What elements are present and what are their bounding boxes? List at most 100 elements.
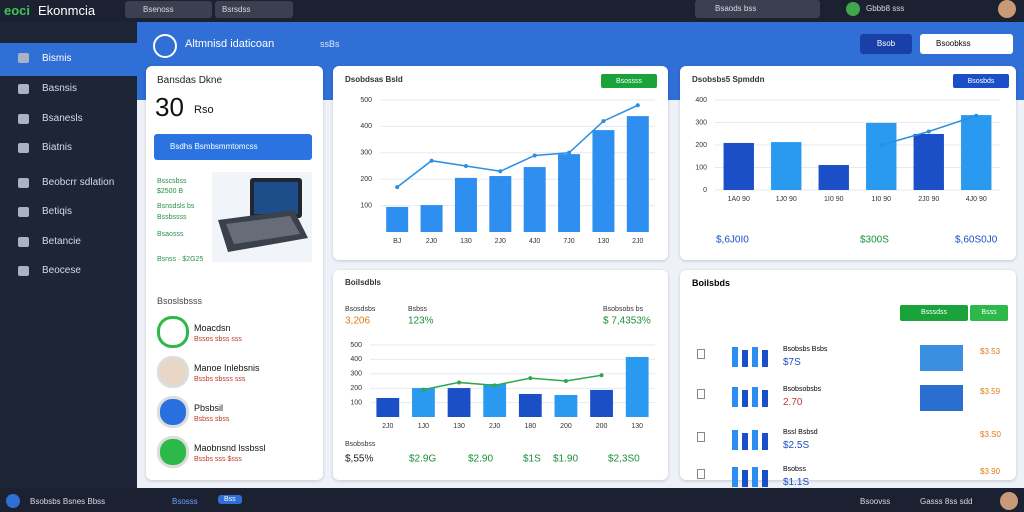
- x-tick-label: 1I0 90: [872, 196, 892, 203]
- x-tick-label: 1J0: [418, 423, 429, 430]
- x-tick-label: 2J0: [632, 238, 643, 245]
- person-name: Moacdsn: [194, 323, 231, 333]
- trend-point: [601, 119, 606, 124]
- trend-point: [421, 387, 426, 392]
- chart-button[interactable]: [953, 74, 1009, 88]
- stat-value: $2,3S0: [608, 454, 640, 465]
- nav-item[interactable]: Bismis: [42, 53, 72, 64]
- stat: $,60S0J0: [955, 235, 998, 246]
- chart-title: Dsobsbs5 Spmddn: [692, 75, 765, 84]
- tab[interactable]: [125, 1, 212, 18]
- chart-button[interactable]: [601, 74, 657, 88]
- search-box[interactable]: [695, 0, 820, 18]
- trend-point: [532, 153, 537, 158]
- user-icon: [846, 2, 860, 16]
- card-title: Bansdas Dkne: [157, 75, 223, 86]
- nav-item[interactable]: Betiqis: [42, 206, 73, 217]
- row-right: $3.59: [980, 387, 1001, 396]
- topbar-tag: ssBs: [320, 39, 340, 49]
- x-tick-label: 2J0: [426, 238, 437, 245]
- bar: [523, 167, 546, 232]
- footer-icon: [6, 494, 20, 508]
- trend-point: [463, 164, 468, 168]
- topbar-button[interactable]: Bsob: [860, 34, 912, 54]
- brand: Ekonmcia: [38, 3, 96, 18]
- trend-point: [635, 103, 640, 108]
- note: Bssbssss: [157, 214, 187, 221]
- tab-label[interactable]: Bsenoss: [143, 5, 174, 14]
- nav-item[interactable]: Betancie: [42, 235, 81, 247]
- trend-point: [879, 143, 884, 147]
- stat-value: $,55%: [345, 454, 373, 465]
- stat-label: Bsobsbss: [345, 441, 376, 448]
- mini-bar: [752, 387, 758, 407]
- nav-item[interactable]: Biatnis: [42, 142, 73, 153]
- y-tick-label: 300: [360, 150, 372, 157]
- row-value: $1.1S: [783, 477, 810, 488]
- nav-item[interactable]: Beocese: [42, 265, 81, 276]
- bar: [489, 176, 512, 232]
- mini-bar: [732, 347, 738, 367]
- note: Bsnss · $2G25: [157, 256, 204, 263]
- tab-label[interactable]: Bsrsdss: [222, 5, 251, 14]
- row-value: $7S: [783, 357, 801, 368]
- mini-bar: [732, 387, 738, 407]
- big-value: 30: [155, 92, 184, 122]
- row-icon: [697, 469, 705, 479]
- chart-button-label[interactable]: Bsossss: [616, 78, 643, 85]
- note: $2500 B: [157, 188, 184, 195]
- action-button[interactable]: Bsdhs Bsmbsmmtomcss: [154, 134, 312, 160]
- list-button[interactable]: Bsss: [970, 305, 1008, 321]
- chart-button-label[interactable]: Bsosbds: [968, 78, 995, 85]
- bar: [590, 389, 613, 417]
- trend-point: [599, 373, 604, 378]
- chart-1: Dsobsbs5 Spmddn Bsosbds 0 100 200 300 400 1A0 9…: [692, 74, 1009, 246]
- nav-item[interactable]: Bsanesls: [42, 112, 83, 124]
- stat-label: Bsobsobs bs: [603, 306, 644, 313]
- chart-card: [333, 270, 668, 480]
- mini-bar: [752, 430, 758, 450]
- user-name[interactable]: Gbbb8 sss: [866, 4, 905, 13]
- x-tick-label: 200: [596, 423, 608, 430]
- tab[interactable]: [215, 1, 293, 18]
- person-name: Maobnsnd lssbssl: [194, 443, 266, 453]
- bar: [913, 133, 944, 190]
- nav-icon: [18, 84, 29, 94]
- nav-item[interactable]: Beobcrr sdlation: [42, 176, 115, 188]
- row-right: $3.S0: [980, 430, 1001, 439]
- person-avatar: [157, 316, 189, 348]
- row-name: Bsobsbs Bsbs: [783, 346, 828, 353]
- nav-item[interactable]: Basnsis: [42, 83, 78, 94]
- device-illustration: [212, 172, 312, 262]
- row-name: Bsobsobsbs: [783, 386, 822, 393]
- nav-icon: [18, 177, 29, 188]
- topbar-select[interactable]: Bsoobkss: [920, 34, 1013, 54]
- mini-bar: [732, 467, 738, 487]
- avatar[interactable]: [998, 0, 1016, 18]
- bar: [483, 384, 507, 417]
- bar: [723, 142, 754, 190]
- row-thumb: [920, 385, 963, 411]
- mini-bar: [762, 470, 768, 487]
- bar: [454, 177, 477, 232]
- list-button[interactable]: Bsssdss: [900, 305, 968, 321]
- row-icon: [697, 349, 705, 359]
- x-tick-label: 2J0 90: [918, 196, 939, 203]
- search-placeholder[interactable]: Bsaods bss: [715, 4, 757, 13]
- footer-link[interactable]: Bsosss: [172, 497, 198, 506]
- row-thumb: [920, 345, 963, 371]
- trend-line: [423, 374, 602, 391]
- x-tick-label: 200: [560, 423, 572, 430]
- y-tick-label: 300: [350, 371, 362, 378]
- trend-point: [457, 380, 462, 385]
- mini-bar: [742, 350, 748, 367]
- bar: [420, 205, 443, 232]
- person-detail: Bssbs sbsss sss: [194, 376, 246, 383]
- person-name: Pbsbsil: [194, 403, 224, 413]
- trend-point: [528, 376, 533, 381]
- stat-value: 123%: [408, 316, 434, 327]
- chart-0: Dsobdsas Bsld Bsossss 100 200 300 400 500 BJ 2J0…: [345, 74, 657, 245]
- stat: $300S: [860, 235, 889, 246]
- row-right: $3.90: [980, 467, 1001, 476]
- mini-bar: [762, 350, 768, 367]
